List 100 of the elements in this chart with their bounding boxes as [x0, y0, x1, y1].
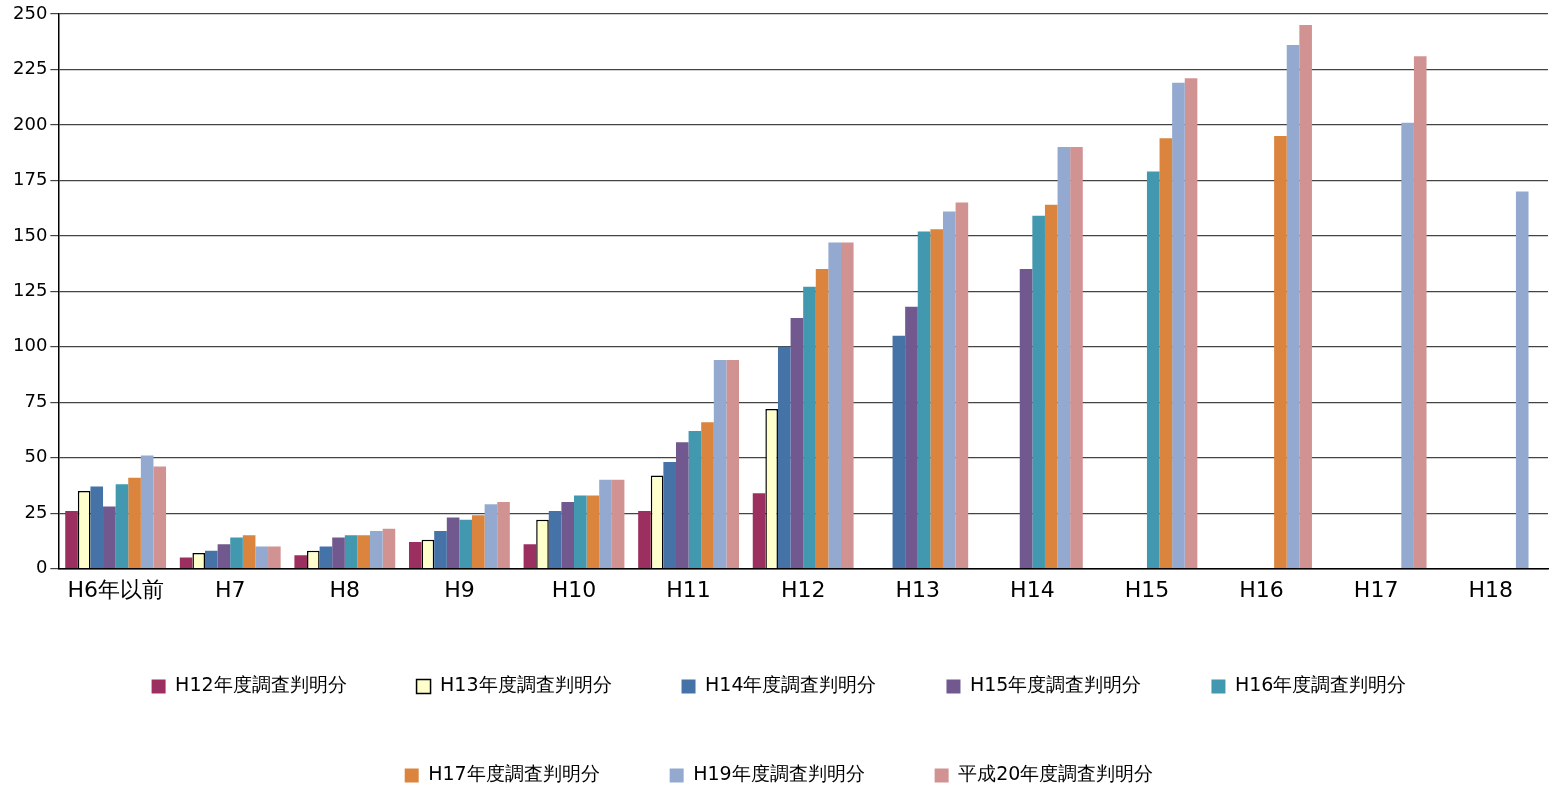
y-tick-label: 0: [35, 556, 48, 578]
bar: [344, 535, 358, 568]
bar: [115, 484, 129, 568]
bar: [1019, 269, 1033, 568]
bar: [409, 541, 422, 568]
bar: [1413, 56, 1427, 568]
bar: [434, 530, 447, 568]
bar: [446, 517, 460, 568]
legend-label: H17年度調査判明分: [428, 762, 600, 785]
y-tick-label: 75: [24, 389, 48, 411]
bar: [713, 360, 727, 568]
bar: [382, 528, 396, 568]
bar: [1070, 147, 1083, 568]
bar: [1401, 122, 1414, 568]
bar: [230, 537, 243, 568]
bar: [790, 317, 804, 568]
bar: [599, 479, 612, 568]
y-tick-label: 250: [13, 1, 48, 23]
bar: [942, 211, 956, 568]
bar: [815, 269, 829, 568]
y-tick-label: 50: [24, 445, 48, 467]
legend-label: H14年度調査判明分: [705, 673, 877, 696]
y-tick-label: 25: [24, 500, 48, 522]
bar: [217, 544, 231, 568]
bar: [574, 495, 587, 568]
legend-label: 平成20年度調査判明分: [958, 762, 1154, 785]
bar: [1044, 204, 1058, 568]
bar: [357, 535, 371, 568]
x-tick-label: H13: [895, 576, 941, 602]
bar: [1286, 45, 1300, 568]
y-tick-label: 100: [13, 334, 48, 356]
bar: [497, 502, 510, 568]
bar: [638, 510, 651, 568]
bar: [1057, 147, 1071, 568]
x-tick-label: H12: [780, 576, 826, 602]
bar: [242, 535, 256, 568]
bar: [1184, 78, 1198, 568]
bar: [892, 335, 906, 568]
x-tick-label: H16: [1239, 576, 1284, 602]
bar: [955, 202, 969, 568]
bar: [319, 546, 333, 568]
bar: [1172, 82, 1185, 568]
x-tick-label: H15: [1124, 576, 1170, 602]
x-tick-label: H8: [329, 576, 361, 602]
x-tick-label: H6年以前: [67, 576, 164, 602]
bar: [701, 422, 714, 568]
legend-label: H13年度調査判明分: [440, 673, 612, 696]
y-tick-label: 200: [13, 112, 48, 134]
legend-label: H16年度調査判明分: [1234, 673, 1407, 696]
bar: [103, 506, 116, 568]
x-tick-label: H7: [214, 576, 246, 602]
bar: [1274, 136, 1287, 568]
bar: [90, 486, 104, 568]
bar: [370, 530, 383, 568]
x-tick-label: H14: [1010, 576, 1055, 602]
bar: [128, 477, 141, 568]
bar: [179, 557, 193, 568]
bar: [332, 537, 345, 568]
bar: [459, 519, 473, 568]
bar: [140, 455, 154, 568]
bar: [548, 510, 562, 568]
bar: [1159, 138, 1173, 568]
bar: [268, 546, 281, 568]
bar: [484, 504, 498, 568]
bar: [840, 242, 854, 568]
bar: [294, 555, 308, 568]
bar: [752, 493, 766, 568]
x-tick-label: H11: [666, 576, 711, 602]
bar: [1515, 191, 1529, 568]
bar: [675, 442, 689, 568]
bar: [777, 346, 791, 568]
y-tick-label: 125: [13, 278, 48, 300]
x-tick-label: H9: [444, 576, 475, 602]
y-tick-label: 225: [13, 57, 48, 79]
y-tick-label: 175: [13, 168, 48, 190]
bar: [205, 550, 218, 568]
bar: [472, 515, 485, 568]
bar: [905, 306, 918, 568]
bar: [561, 502, 574, 568]
bar: [523, 544, 537, 568]
bar: [688, 431, 702, 568]
legend-label: H19年度調査判明分: [693, 762, 865, 785]
bar: [255, 546, 269, 568]
bar: [586, 495, 600, 568]
bar: [153, 466, 167, 568]
x-tick-label: H18: [1468, 576, 1513, 602]
bar: [803, 286, 816, 568]
bar: [1146, 171, 1160, 568]
x-tick-label: H10: [551, 576, 597, 602]
bar: [930, 229, 943, 568]
legend-label: H12年度調査判明分: [175, 673, 347, 696]
bar: [1032, 215, 1045, 568]
bar: [611, 479, 625, 568]
bar: [1299, 25, 1312, 568]
bar: [65, 510, 78, 568]
y-tick-label: 150: [13, 223, 48, 245]
bar: [663, 462, 676, 568]
legend-label: H15年度調査判明分: [969, 673, 1142, 696]
bar: [828, 242, 841, 568]
x-tick-label: H17: [1353, 576, 1399, 602]
